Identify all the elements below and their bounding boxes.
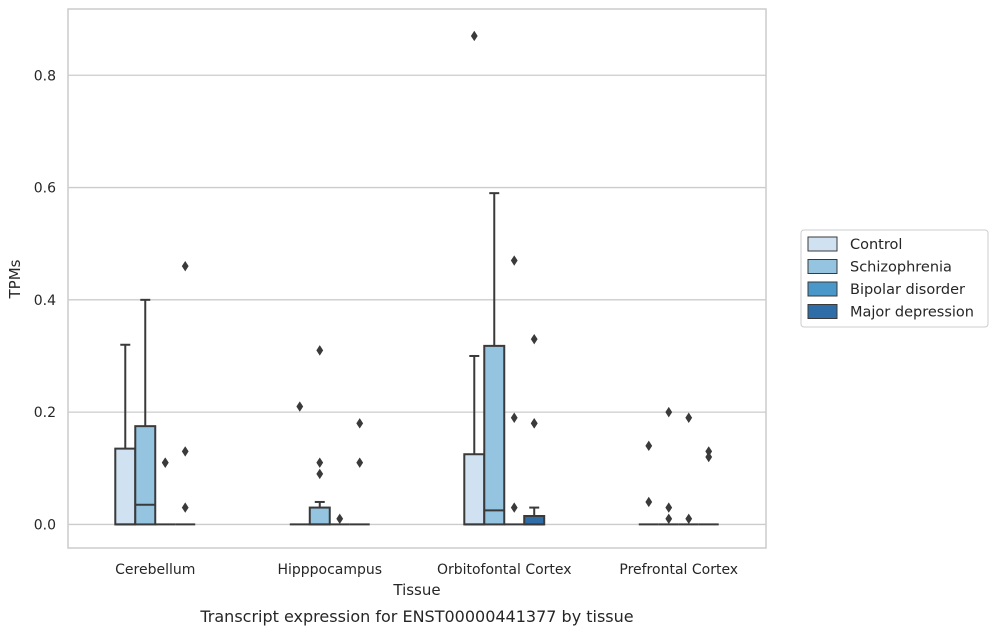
legend: Control Schizophrenia Bipolar disorder Majo… (800, 229, 989, 328)
box-2-3 (523, 333, 546, 526)
y-tick-label: 0.6 (34, 181, 56, 197)
outlier-point (705, 451, 713, 463)
box-0-1 (134, 298, 157, 526)
y-tick-label: 0.0 (34, 517, 56, 533)
box-3-2 (678, 412, 699, 526)
box-1-2 (329, 513, 350, 526)
outlier-point (181, 502, 189, 513)
legend-label: Schizophrenia (850, 260, 952, 276)
outlier-point (530, 333, 538, 345)
box-iqr (463, 453, 486, 526)
box-iqr (114, 447, 137, 526)
figure-caption: Transcript expression for ENST0000044137… (199, 607, 633, 626)
y-tick-label: 0.4 (34, 293, 56, 309)
outlier-point (470, 30, 478, 42)
box-0-0 (114, 343, 137, 526)
outlier-point (645, 440, 653, 452)
outlier-point (705, 446, 713, 457)
legend-swatch (807, 259, 838, 274)
outlier-point (510, 255, 518, 266)
y-axis-ticks: 0.0 0.2 0.4 0.6 0.8 (34, 68, 56, 533)
legend-item: Schizophrenia (807, 259, 952, 276)
outlier-point (161, 457, 169, 468)
x-tick-label: Orbitofontal Cortex (437, 562, 572, 578)
outlier-point (181, 446, 189, 457)
box-1-1 (308, 345, 331, 526)
legend-swatch (807, 281, 838, 297)
outlier-point (181, 260, 189, 272)
x-axis-ticks: Cerebellum Hipppocampus Orbitofontal Corte… (115, 562, 738, 578)
outlier-point (316, 468, 324, 480)
box-0-3 (175, 260, 196, 526)
outlier-point (316, 457, 324, 468)
box-0-2 (155, 457, 176, 526)
outlier-point (530, 418, 538, 429)
outlier-point (316, 345, 324, 356)
outlier-point (296, 401, 304, 412)
outlier-point (645, 496, 653, 508)
legend-item: Major depression (807, 304, 974, 321)
legend-swatch (807, 236, 838, 252)
box-3-1 (658, 406, 679, 526)
box-1-3 (349, 418, 370, 526)
legend-frame (800, 229, 989, 328)
outlier-point (685, 412, 693, 423)
outlier-point (356, 418, 364, 429)
outlier-point (510, 502, 518, 513)
box-2-2 (504, 255, 525, 526)
legend-item: Control (807, 236, 902, 253)
box-2-1 (483, 192, 506, 526)
legend-label: Bipolar disorder (850, 282, 965, 298)
x-tick-label: Prefrontal Cortex (619, 562, 738, 578)
box-iqr (523, 514, 546, 526)
box-2-0 (463, 30, 486, 526)
outlier-point (665, 502, 673, 513)
box-3-0 (638, 440, 659, 526)
outlier-point (685, 513, 693, 525)
legend-label: Control (850, 237, 902, 253)
box-iqr (134, 425, 157, 526)
y-tick-label: 0.8 (34, 68, 56, 84)
x-tick-label: Cerebellum (115, 562, 195, 578)
box-iqr (483, 344, 506, 526)
legend-label: Major depression (850, 305, 974, 321)
y-tick-label: 0.2 (34, 405, 56, 421)
outlier-point (665, 513, 673, 525)
legend-swatch (807, 304, 838, 319)
x-axis-label: Tissue (392, 581, 440, 599)
box-1-0 (289, 401, 310, 526)
outlier-point (356, 457, 364, 468)
box-3-3 (698, 446, 719, 526)
outlier-point (510, 412, 518, 423)
gridlines (68, 74, 766, 526)
legend-item: Bipolar disorder (807, 281, 965, 298)
box-iqr (308, 506, 331, 526)
y-axis-label: TPMs (6, 259, 24, 299)
outlier-point (665, 406, 673, 418)
x-tick-label: Hipppocampus (277, 562, 382, 578)
outlier-point (336, 513, 344, 525)
plot-area-frame (67, 8, 767, 549)
box-groups (114, 30, 719, 526)
